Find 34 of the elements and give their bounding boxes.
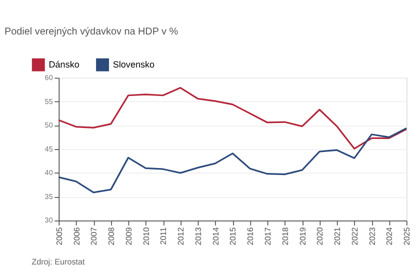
x-tick-label: 2005 [54,226,64,246]
y-tick-label: 55 [44,96,53,106]
y-tick-label: 50 [44,120,53,130]
x-tick-label: 2014 [211,226,220,246]
y-tick-label: 35 [44,192,53,201]
x-tick-label: 2022 [350,226,360,246]
x-tick-label: 2024 [385,226,394,246]
x-tick-label: 2020 [316,226,325,246]
legend-label: Dánsko [48,60,80,70]
x-tick-label: 2009 [124,226,134,246]
x-tick-label: 2010 [142,226,151,246]
line-series [58,86,408,150]
x-tick-label: 2015 [228,226,238,246]
legend-label: Slovensko [112,60,155,70]
x-tick-label: 2013 [194,226,203,246]
x-tick-label: 2025 [402,226,412,246]
y-tick-label: 30 [44,216,53,225]
x-tick-label: 2007 [90,226,99,246]
x-tick-label: 2018 [280,226,290,246]
x-tick-label: 2006 [72,226,82,246]
y-tick-label: 40 [44,168,53,178]
x-tick-label: 2017 [264,226,273,246]
chart-title: Podiel verejných výdavkov na HDP v % [4,26,178,38]
x-tick-label: 2016 [246,226,256,246]
x-tick-label: 2023 [368,226,377,246]
x-tick-label: 2008 [107,226,116,246]
y-tick-label: 45 [44,144,53,154]
x-tick-label: 2011 [159,226,168,245]
x-tick-label: 2019 [298,226,308,246]
line-series [58,127,408,194]
y-tick-label: 60 [44,73,53,82]
text: Zdroj: Eurostat [32,258,86,267]
x-tick-label: 2012 [176,226,186,246]
x-tick-label: 2021 [333,226,342,246]
